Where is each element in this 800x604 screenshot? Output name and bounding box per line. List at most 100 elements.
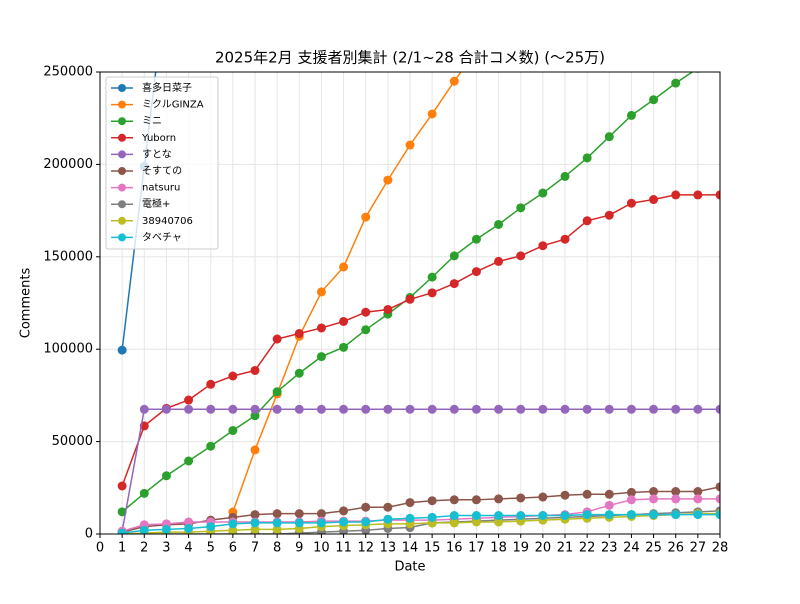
series-line: [121, 408, 720, 532]
data-point: [516, 493, 526, 503]
data-point: [560, 511, 570, 521]
data-point: [671, 78, 681, 88]
x-tick-label: 2: [140, 541, 148, 556]
data-point: [161, 524, 171, 534]
data-point: [649, 95, 659, 105]
data-point: [294, 509, 304, 519]
data-point: [560, 234, 570, 244]
data-point: [339, 316, 349, 326]
x-tick-label: 11: [335, 541, 352, 556]
data-point: [316, 518, 326, 528]
data-point: [383, 514, 393, 524]
data-point: [604, 210, 614, 220]
x-tick-label: 1: [118, 541, 126, 556]
data-point: [471, 404, 481, 414]
legend-label: 38940706: [142, 216, 193, 227]
data-point: [361, 325, 371, 335]
data-point: [361, 517, 371, 527]
data-point: [250, 510, 260, 520]
data-point: [361, 404, 371, 414]
data-point: [427, 512, 437, 522]
data-point: [626, 110, 636, 120]
series-line: [121, 486, 720, 533]
x-tick-label: 14: [402, 541, 419, 556]
data-point: [316, 509, 326, 519]
data-point: [494, 404, 504, 414]
legend-label: すとな: [142, 148, 172, 160]
data-point: [494, 256, 504, 266]
x-tick-label: 21: [557, 541, 574, 556]
data-point: [361, 307, 371, 317]
x-tick-label: 28: [712, 541, 729, 556]
data-point: [560, 490, 570, 500]
legend-label: タベチャ: [142, 231, 182, 243]
data-point: [649, 486, 659, 496]
data-point: [250, 404, 260, 414]
data-point: [250, 518, 260, 528]
legend-marker: [118, 133, 126, 142]
x-tick-label: 9: [295, 541, 303, 556]
data-point: [538, 492, 548, 502]
data-point: [117, 345, 127, 355]
data-point: [604, 132, 614, 142]
data-point: [272, 404, 282, 414]
data-point: [604, 489, 614, 499]
data-point: [427, 496, 437, 506]
data-point: [272, 524, 282, 534]
data-point: [427, 109, 437, 119]
data-point: [405, 140, 415, 150]
data-point: [272, 509, 282, 519]
data-point: [383, 502, 393, 512]
data-point: [294, 404, 304, 414]
series-line: [121, 498, 720, 532]
data-point: [405, 498, 415, 508]
data-point: [671, 494, 681, 504]
data-point: [494, 219, 504, 229]
data-point: [272, 387, 282, 397]
legend-marker: [118, 100, 126, 109]
data-point: [206, 404, 216, 414]
data-point: [649, 404, 659, 414]
data-point: [582, 510, 592, 520]
data-point: [649, 195, 659, 205]
legend-box: [105, 76, 219, 250]
data-point: [560, 404, 570, 414]
data-point: [671, 404, 681, 414]
data-point: [693, 190, 703, 200]
legend-marker: [118, 183, 126, 192]
data-point: [626, 404, 636, 414]
series-line: [122, 512, 720, 534]
legend-marker: [118, 150, 126, 159]
data-point: [695, 72, 701, 73]
data-point: [582, 153, 592, 163]
y-tick-label: 200000: [43, 157, 93, 172]
data-point: [383, 304, 393, 314]
data-point: [715, 510, 720, 520]
data-point: [626, 495, 636, 505]
data-point: [139, 404, 149, 414]
x-tick-label: 3: [162, 541, 170, 556]
data-point: [449, 404, 459, 414]
legend-marker: [118, 167, 126, 175]
data-point: [693, 494, 703, 504]
legend-marker: [118, 117, 126, 126]
data-point: [538, 241, 548, 251]
legend-label: そすての: [142, 165, 182, 177]
data-point: [649, 494, 659, 504]
x-tick-label: 22: [579, 541, 596, 556]
data-point: [405, 513, 415, 523]
data-point: [339, 517, 349, 527]
data-point: [228, 426, 238, 436]
data-point: [715, 482, 720, 492]
data-point: [671, 510, 681, 520]
data-point: [206, 441, 216, 451]
x-tick-label: 6: [229, 541, 237, 556]
data-point: [582, 216, 592, 226]
data-point: [294, 328, 304, 338]
legend-label: ミニ: [142, 116, 162, 127]
data-point: [604, 500, 614, 510]
data-point: [206, 379, 216, 389]
data-point: [671, 190, 681, 200]
data-point: [449, 495, 459, 505]
